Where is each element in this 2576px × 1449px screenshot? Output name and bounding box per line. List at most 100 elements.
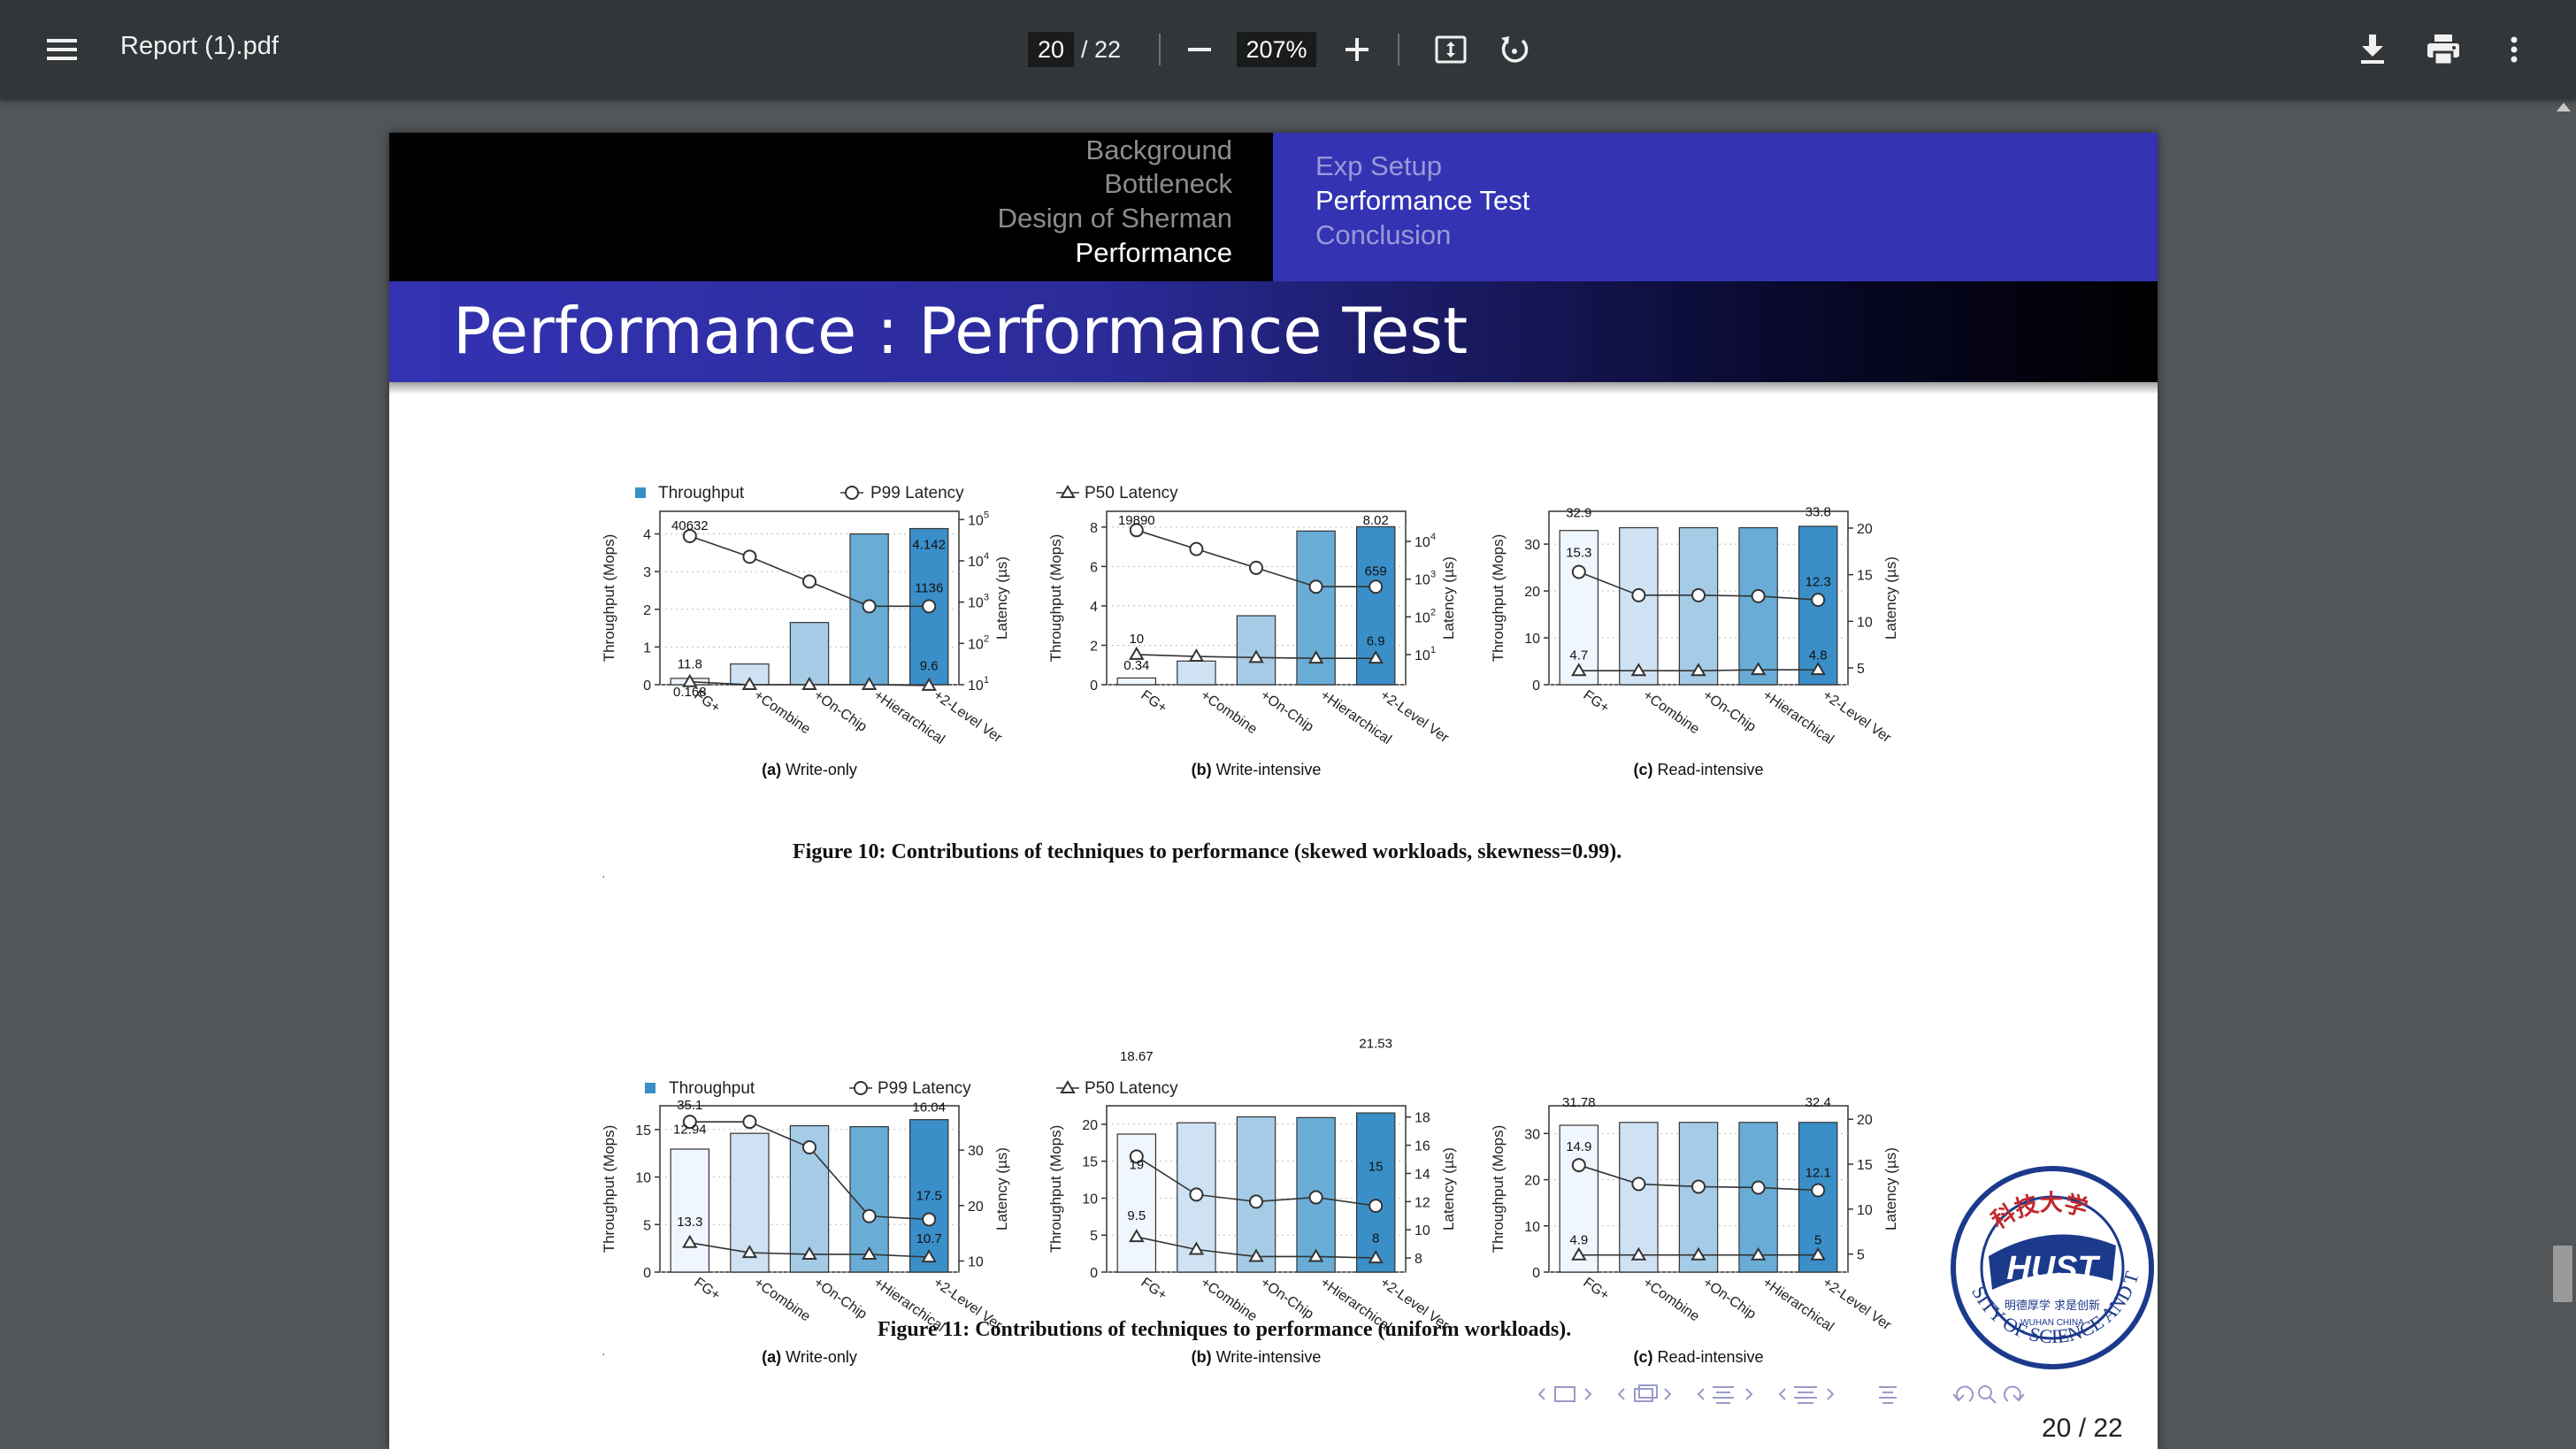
nav-subsection-icon[interactable]	[1634, 1388, 1653, 1402]
nav-subsection-exp-setup[interactable]: Exp Setup	[1315, 150, 1443, 181]
more-options-button[interactable]	[2488, 23, 2541, 76]
data-label: 15.3	[1566, 546, 1591, 561]
y2-axis-label: Latency (µs)	[1882, 1147, 1899, 1230]
zoom-level-input[interactable]: 207%	[1237, 32, 1316, 67]
y2-tick-label: 10	[1414, 648, 1430, 663]
p50-latency-point	[1750, 1246, 1767, 1261]
download-button[interactable]	[2346, 23, 2399, 76]
nav-forward-icon[interactable]	[2003, 1385, 2025, 1402]
nav-next-subsection-icon[interactable]	[1664, 1388, 1672, 1400]
nav-section-design[interactable]: Design of Sherman	[997, 203, 1232, 234]
y2-tick-label: 20	[1857, 1113, 1873, 1128]
data-label: 33.8	[1806, 504, 1831, 519]
figure-10-caption: Figure 10: Contributions of techniques t…	[793, 840, 1622, 863]
chart-subtitle: (a) Write-only	[762, 761, 857, 778]
y2-tick-label: 30	[968, 1144, 984, 1159]
print-button[interactable]	[2417, 23, 2470, 76]
nav-subsection-performance-test[interactable]: Performance Test	[1315, 185, 1530, 216]
zoom-in-button[interactable]	[1330, 23, 1384, 76]
y2-axis-label: Latency (µs)	[993, 556, 1010, 640]
page-number-input[interactable]: 20	[1028, 32, 1074, 67]
y2-tick-label: 8	[1414, 1252, 1422, 1267]
legend-p99-marker	[845, 486, 859, 500]
p99-latency-point	[1308, 1190, 1323, 1205]
svg-text:WUHAN CHINA: WUHAN CHINA	[2020, 1318, 2084, 1328]
y-tick-label: 5	[1090, 1229, 1098, 1244]
data-label: 19890	[1118, 513, 1155, 528]
data-label: 16.04	[912, 1100, 946, 1115]
nav-prev-frame-icon[interactable]	[1537, 1388, 1545, 1400]
throughput-bar	[1177, 660, 1216, 686]
fit-to-page-button[interactable]	[1424, 23, 1477, 76]
nav-section-performance[interactable]: Performance	[1075, 237, 1232, 268]
nav-next-frame-icon[interactable]	[1584, 1388, 1592, 1400]
y2-tick-label: 15	[1857, 1158, 1873, 1173]
p50-latency-point	[1129, 646, 1145, 660]
nav-document-icon[interactable]	[1794, 1386, 1817, 1404]
nav-prev-document-icon[interactable]	[1778, 1388, 1786, 1400]
data-label: 18.67	[1120, 1049, 1154, 1064]
menu-button[interactable]	[35, 23, 88, 76]
p50-latency-point	[1188, 1241, 1205, 1255]
data-label: 0.34	[1123, 658, 1149, 673]
p50-latency-point	[801, 677, 817, 690]
beamer-navigation-symbols	[1537, 1384, 2025, 1404]
y-tick-label: 4	[1090, 600, 1098, 615]
p50-latency-point	[682, 1234, 698, 1248]
scrollbar-thumb[interactable]	[2553, 1246, 2572, 1302]
y-tick-label: 0	[643, 1266, 651, 1281]
nav-section-icon[interactable]	[1713, 1386, 1734, 1404]
zoom-in-icon	[1346, 38, 1368, 61]
chart-10c: 0 10 20 30 5 10 15 20 32.9 33.8 15.3 12.3 4.7 4.8 FG+ +…	[1490, 504, 1899, 778]
p50-latency-point	[1571, 1246, 1587, 1261]
y2-tick-label: 16	[1414, 1139, 1430, 1154]
p99-latency-point	[1811, 593, 1826, 608]
y2-tick-exponent: 4	[1430, 532, 1436, 542]
y-tick-label: 30	[1524, 538, 1540, 553]
throughput-bar	[908, 1119, 949, 1273]
p50-latency-point	[1810, 662, 1826, 676]
nav-toc-icon[interactable]	[1879, 1386, 1897, 1404]
throughput-bar	[1116, 677, 1157, 686]
nav-frame-icon[interactable]	[1554, 1386, 1576, 1402]
nav-section-bottleneck[interactable]: Bottleneck	[1104, 168, 1232, 199]
nav-back-icon[interactable]	[1952, 1385, 1974, 1402]
nav-section-background[interactable]: Background	[1085, 134, 1232, 165]
throughput-bar	[1355, 1112, 1396, 1273]
nav-search-icon[interactable]	[1978, 1385, 1992, 1399]
data-label: 10.7	[916, 1231, 942, 1246]
p50-latency-point	[1630, 1246, 1647, 1261]
y-tick-label: 20	[1524, 1174, 1540, 1189]
p50-latency-point	[682, 673, 698, 687]
scroll-up-arrow-icon[interactable]	[2557, 103, 2571, 111]
p99-latency-point	[1691, 587, 1706, 602]
nav-subsection-conclusion[interactable]: Conclusion	[1315, 219, 1452, 250]
data-label: 9.6	[920, 659, 939, 674]
p99-latency-point	[1751, 1180, 1766, 1195]
p50-latency-point	[1750, 662, 1767, 676]
toolbar-divider	[1398, 34, 1399, 65]
p99-latency-point	[1308, 579, 1323, 594]
y-axis-label: Throughput (Mops)	[1047, 1125, 1064, 1254]
chart-subtitle: (c) Read-intensive	[1633, 1348, 1763, 1366]
nav-next-document-icon[interactable]	[1827, 1388, 1835, 1400]
y2-tick-label: 10	[968, 555, 984, 570]
data-label: 10	[1129, 632, 1144, 647]
rotate-button[interactable]	[1488, 23, 1541, 76]
legend-p50-marker	[1060, 1080, 1076, 1093]
p99-latency-point	[1249, 560, 1263, 575]
data-label: 21.53	[1359, 1037, 1392, 1052]
nav-prev-subsection-icon[interactable]	[1617, 1388, 1625, 1400]
nav-next-section-icon[interactable]	[1745, 1388, 1753, 1400]
p50-latency-point	[921, 1249, 937, 1263]
zoom-out-button[interactable]	[1173, 23, 1226, 76]
nav-prev-section-icon[interactable]	[1697, 1388, 1705, 1400]
x-tick-label: +Combine	[1198, 1275, 1260, 1324]
p99-latency-point	[1129, 1149, 1144, 1164]
throughput-bar	[789, 622, 830, 686]
y-tick-label: 3	[643, 565, 651, 580]
y2-tick-exponent: 4	[984, 551, 989, 562]
p50-latency-point	[1690, 1246, 1706, 1261]
p50-latency-point	[1307, 650, 1324, 664]
y-tick-label: 2	[1090, 639, 1098, 654]
